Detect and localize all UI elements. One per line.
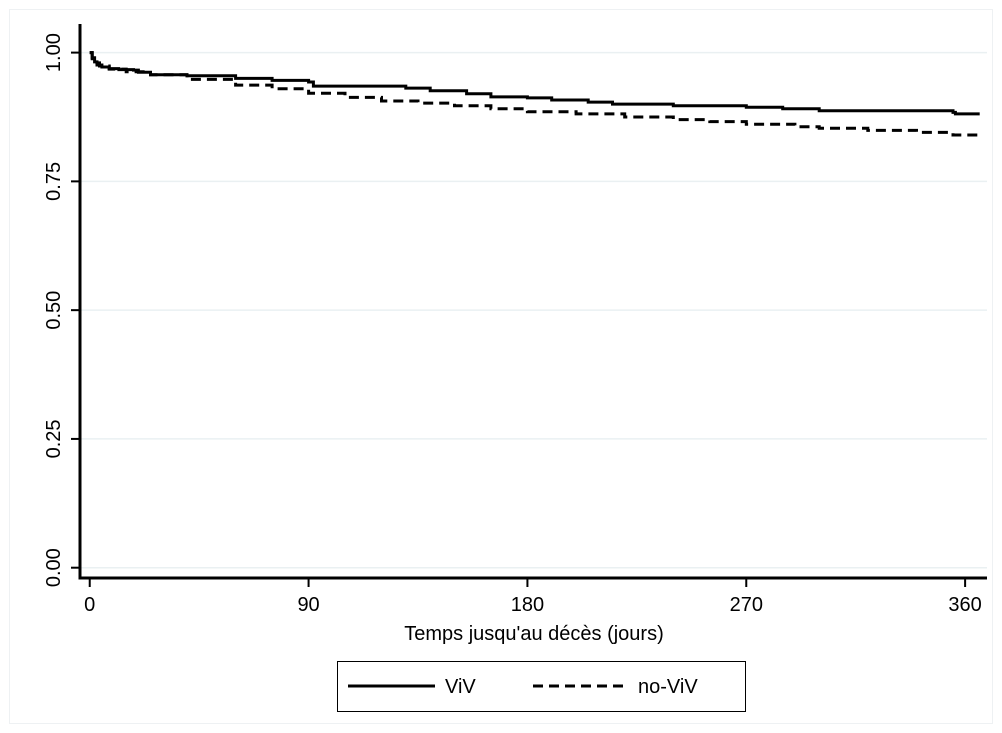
series-line-no-viv [89,51,982,138]
x-tick-label-1: 90 [297,594,319,616]
chart-outer-border [9,9,993,724]
grid-lines [80,51,987,569]
series-lines [89,51,982,138]
y-tick-label-2: 0.50 [43,291,65,330]
x-tick-label-0: 0 [84,594,95,616]
legend-label-viv: ViV [445,676,476,698]
x-tick-label-2: 180 [511,594,544,616]
tick-labels: 0.00 0.25 0.50 0.75 1.00 0 90 180 270 360 [43,33,982,616]
y-tick-label-4: 1.00 [43,33,65,72]
y-tick-label-0: 0.00 [43,548,65,587]
y-tick-label-3: 0.75 [43,162,65,201]
x-axis-title: Temps jusqu'au décès (jours) [404,623,664,645]
axes [71,24,987,587]
legend: ViV no-ViV [337,661,746,712]
x-tick-label-4: 360 [948,594,981,616]
legend-label-no-viv: no-ViV [638,676,698,698]
y-tick-label-1: 0.25 [43,419,65,458]
x-tick-label-3: 270 [730,594,763,616]
